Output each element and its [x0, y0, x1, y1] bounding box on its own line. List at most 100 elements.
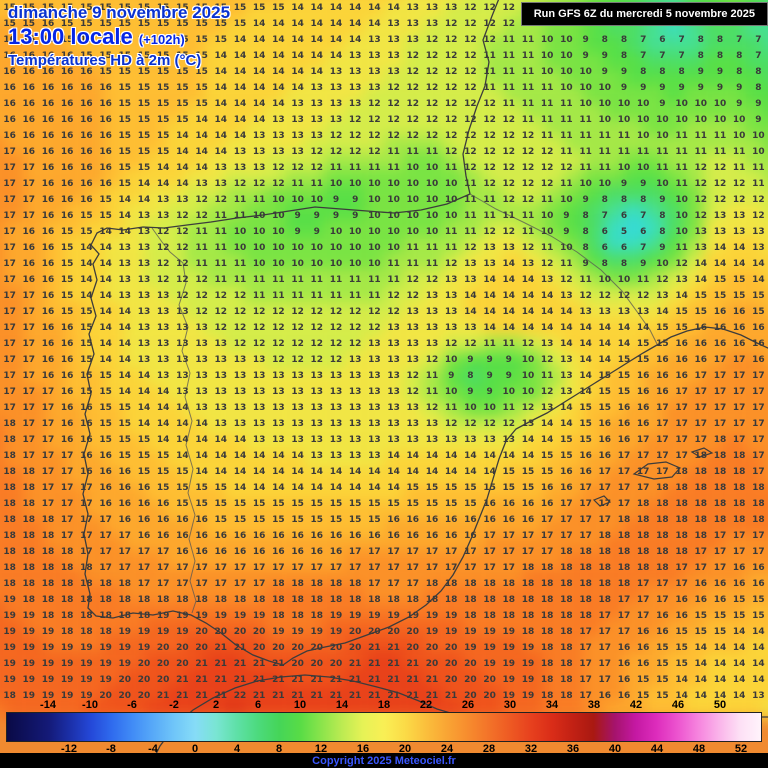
temp-value-cell: 10	[617, 99, 631, 109]
temp-value-cell: 14	[99, 243, 112, 253]
temp-value-cell: 13	[425, 307, 439, 317]
temp-value-cell: 12	[214, 291, 228, 301]
temp-value-cell: 10	[598, 83, 612, 93]
temp-value-cell: 9	[716, 67, 724, 77]
temp-value-cell: 12	[348, 323, 362, 333]
temp-value-cell: 6	[620, 243, 628, 253]
temp-value-cell: 18	[560, 595, 573, 605]
temp-value-cell: 13	[252, 435, 266, 445]
temp-value-cell: 15	[156, 83, 170, 93]
temp-value-cell: 12	[310, 147, 324, 157]
temp-value-cell: 10	[713, 99, 727, 109]
temp-value-cell: 13	[272, 131, 285, 141]
temp-value-cell: 15	[752, 307, 765, 317]
temp-value-cell: 13	[329, 419, 343, 429]
temp-color-cell	[64, 168, 85, 186]
temp-color-cell	[64, 185, 85, 203]
temp-value-cell: 18	[675, 499, 688, 509]
temp-value-cell: 10	[272, 211, 285, 221]
temp-value-cell: 17	[387, 547, 400, 557]
temp-value-cell: 18	[560, 659, 573, 669]
colorbar-tick-label: -14	[40, 699, 56, 711]
temp-value-cell: 10	[598, 99, 612, 109]
temp-value-cell: 11	[540, 99, 554, 109]
temp-color-cell	[4, 518, 25, 536]
temp-value-cell: 20	[176, 659, 189, 669]
colorbar-tick-label: 38	[587, 699, 601, 711]
temp-value-cell: 16	[617, 643, 631, 653]
temp-value-cell: 13	[406, 3, 420, 13]
temp-value-cell: 14	[233, 131, 247, 141]
temp-value-cell: 19	[521, 691, 535, 701]
temp-value-cell: 18	[195, 595, 208, 605]
temp-value-cell: 19	[483, 643, 496, 653]
temp-value-cell: 13	[387, 435, 400, 445]
temp-value-cell: 8	[755, 67, 762, 77]
temp-value-cell: 14	[387, 3, 400, 13]
temp-value-cell: 13	[195, 355, 208, 365]
temp-value-cell: 13	[291, 371, 304, 381]
temp-value-cell: 18	[60, 627, 74, 637]
temp-value-cell: 10	[368, 227, 381, 237]
temp-value-cell: 8	[659, 211, 666, 221]
temp-value-cell: 17	[521, 547, 535, 557]
temp-value-cell: 9	[486, 387, 493, 397]
temp-color-cell	[64, 368, 85, 386]
temp-value-cell: 11	[214, 259, 228, 269]
temp-value-cell: 19	[291, 627, 304, 637]
temp-value-cell: 11	[444, 403, 458, 413]
temp-value-cell: 14	[195, 451, 208, 461]
temp-value-cell: 16	[118, 483, 132, 493]
temp-value-cell: 16	[99, 483, 112, 493]
temp-value-cell: 18	[272, 595, 285, 605]
temp-color-cell	[64, 501, 85, 519]
temp-value-cell: 14	[233, 483, 247, 493]
temp-value-cell: 17	[406, 563, 420, 573]
temp-value-cell: 17	[233, 563, 247, 573]
temp-value-cell: 13	[233, 163, 247, 173]
temp-value-cell: 8	[678, 67, 685, 77]
temp-value-cell: 11	[406, 147, 420, 157]
temp-value-cell: 16	[41, 83, 55, 93]
temp-value-cell: 13	[176, 195, 189, 205]
temp-value-cell: 10	[387, 243, 400, 253]
temp-value-cell: 16	[713, 579, 727, 589]
temp-color-cell	[4, 551, 25, 569]
temp-value-cell: 14	[502, 307, 516, 317]
temp-value-cell: 20	[233, 627, 247, 637]
temp-value-cell: 16	[675, 595, 688, 605]
temp-value-cell: 15	[99, 435, 112, 445]
temp-value-cell: 13	[675, 275, 688, 285]
temp-value-cell: 13	[233, 355, 247, 365]
temp-value-cell: 11	[502, 35, 516, 45]
temp-value-cell: 16	[60, 51, 74, 61]
temp-color-cell	[24, 185, 45, 203]
temp-value-cell: 14	[636, 323, 650, 333]
temp-value-cell: 15	[80, 3, 93, 13]
temp-value-cell: 10	[617, 275, 631, 285]
temp-value-cell: 9	[467, 355, 474, 365]
temp-value-cell: 13	[425, 435, 439, 445]
temp-color-cell	[124, 684, 145, 702]
temp-value-cell: 18	[3, 467, 16, 477]
temp-value-cell: 15	[176, 19, 189, 29]
temp-value-cell: 14	[80, 259, 93, 269]
temp-value-cell: 17	[752, 451, 765, 461]
temp-color-cell	[0, 52, 5, 70]
temp-color-cell	[44, 401, 65, 419]
temp-color-cell	[24, 568, 45, 585]
temp-color-cell	[0, 185, 5, 203]
temp-value-cell: 9	[467, 387, 474, 397]
temp-value-cell: 11	[598, 131, 612, 141]
temp-value-cell: 12	[387, 83, 400, 93]
temp-value-cell: 18	[656, 499, 669, 509]
temp-value-cell: 15	[118, 83, 132, 93]
temp-value-cell: 11	[540, 83, 554, 93]
temp-color-cell	[4, 0, 25, 3]
temp-value-cell: 12	[368, 147, 381, 157]
temp-value-cell: 16	[41, 291, 55, 301]
temp-value-cell: 20	[425, 659, 439, 669]
temp-value-cell: 13	[406, 419, 420, 429]
temp-color-cell	[24, 584, 45, 602]
temp-value-cell: 15	[464, 483, 477, 493]
